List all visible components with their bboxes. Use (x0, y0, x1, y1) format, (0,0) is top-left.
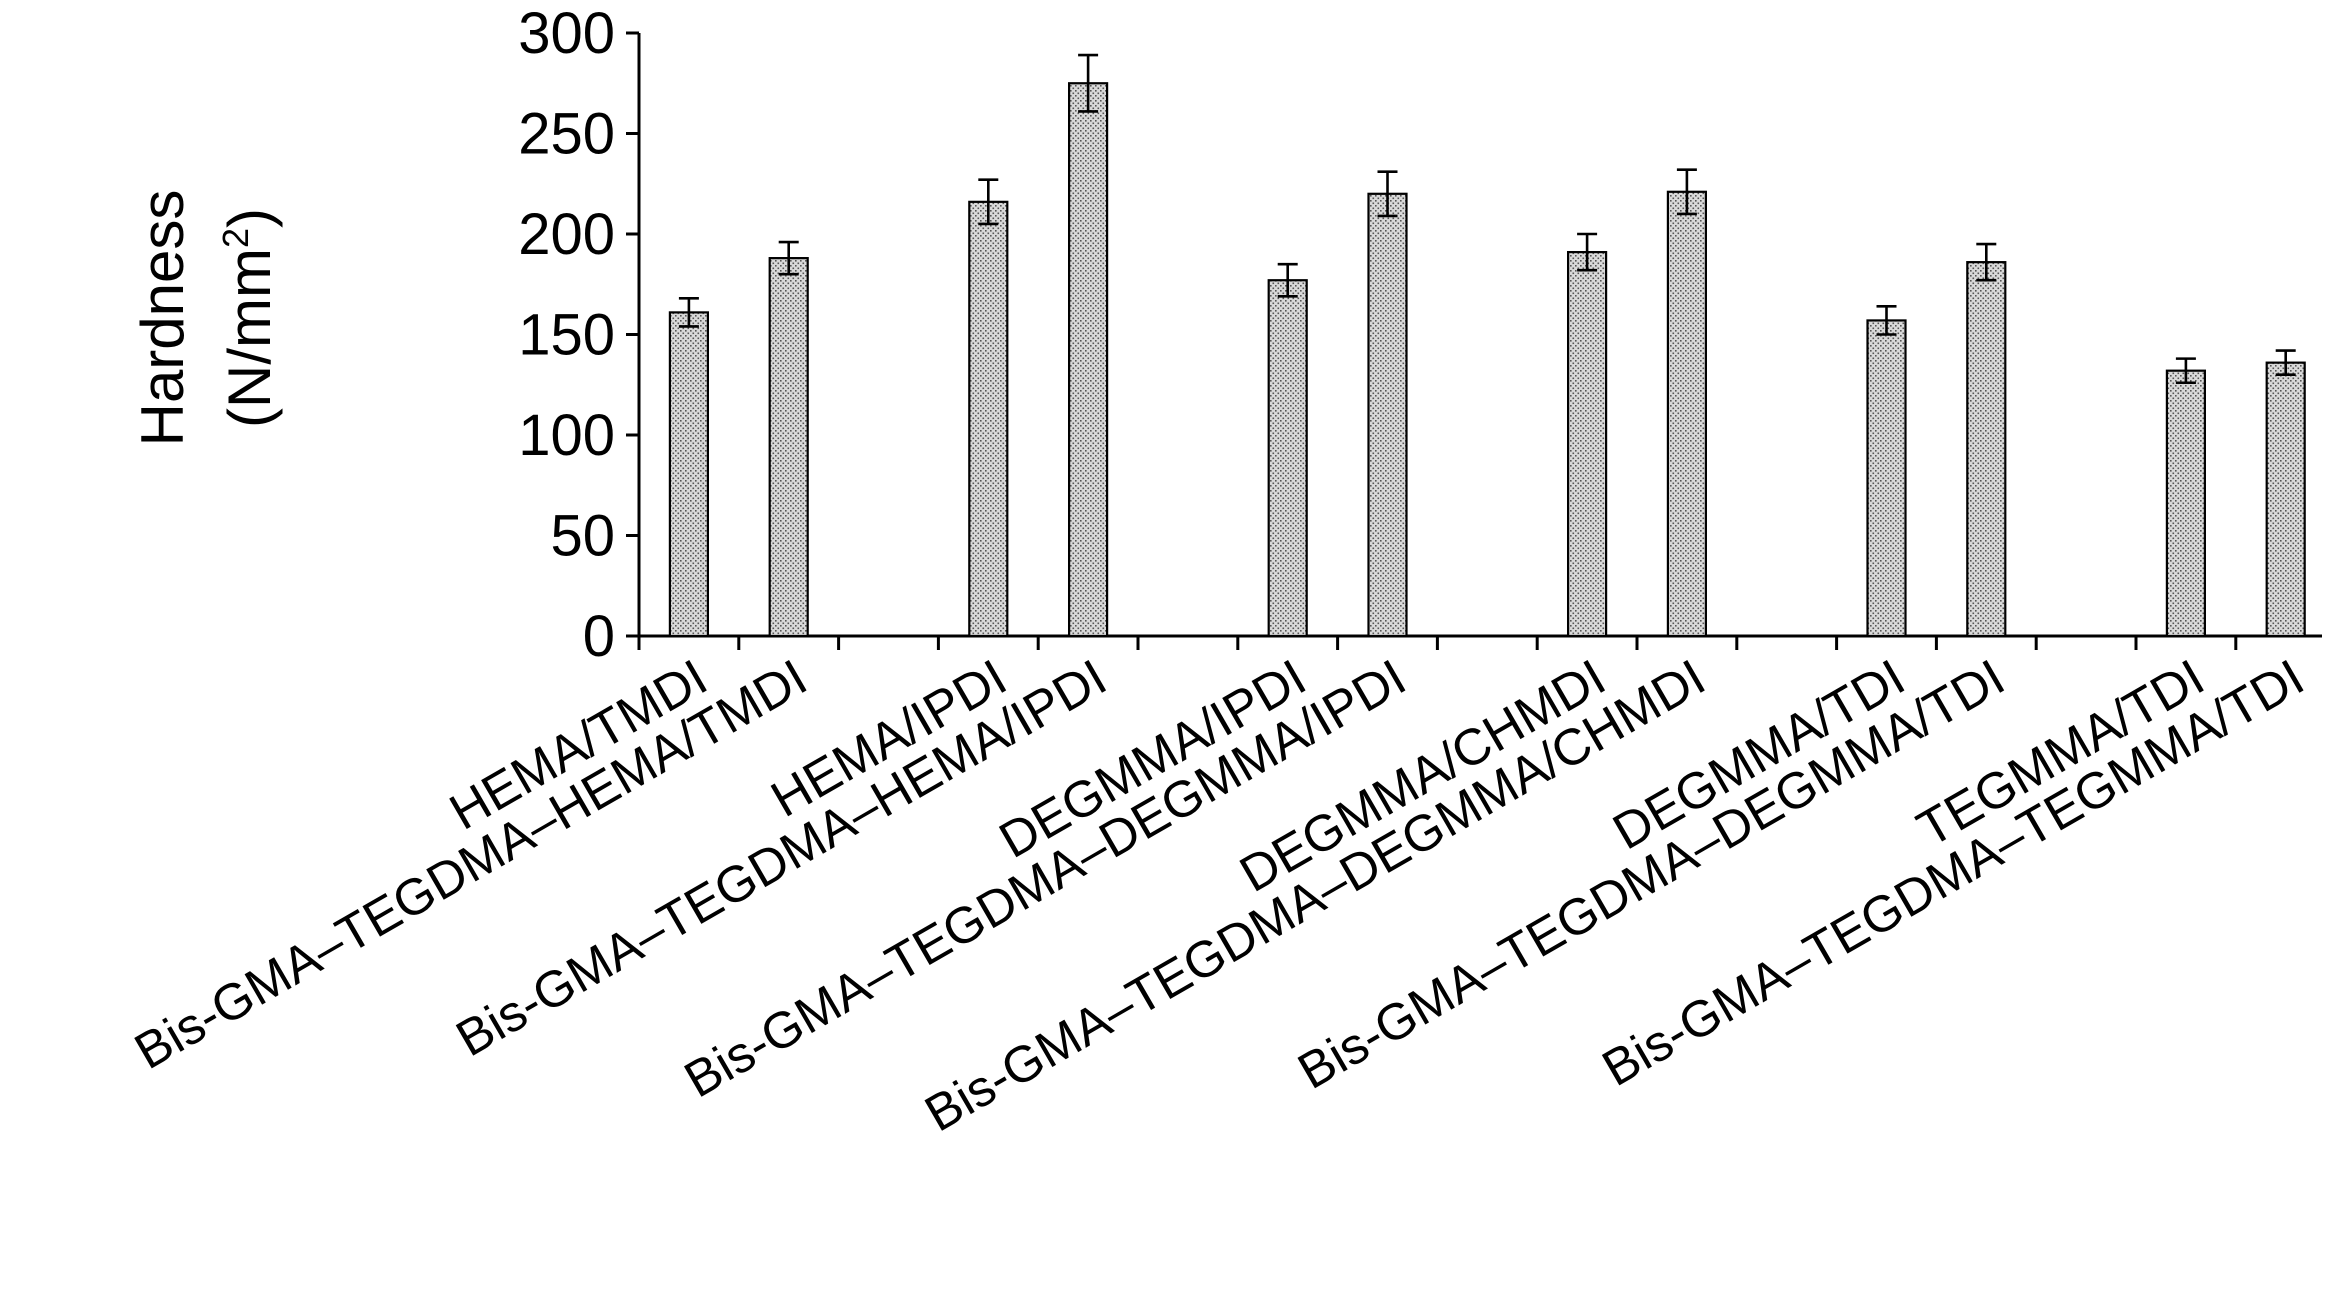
y-tick-label: 300 (518, 1, 615, 66)
y-tick-label: 200 (518, 202, 615, 267)
y-axis-title: Hardness (N/mm2) (129, 190, 283, 447)
y-tick-label: 250 (518, 102, 615, 167)
bar (1367, 192, 1408, 638)
bar (1866, 319, 1907, 638)
bar (968, 200, 1009, 638)
bar (1966, 261, 2007, 638)
bar (2165, 369, 2206, 638)
y-axis-label: Hardness (129, 190, 196, 447)
bar (768, 257, 809, 638)
bar (2265, 361, 2306, 638)
plot-area: 050100150200250300HEMA/TMDIBis-GMA–TEGDM… (125, 1, 2322, 1142)
y-tick-label: 0 (583, 604, 615, 669)
y-axis-unit: (N/mm2) (215, 208, 283, 428)
y-tick-label: 150 (518, 303, 615, 368)
y-tick-label: 50 (550, 504, 615, 569)
bar (1267, 279, 1308, 638)
bar (668, 311, 710, 638)
y-tick-label: 100 (518, 403, 615, 468)
bar (1067, 82, 1109, 638)
bar (1566, 250, 1608, 638)
bar (1666, 190, 1708, 638)
